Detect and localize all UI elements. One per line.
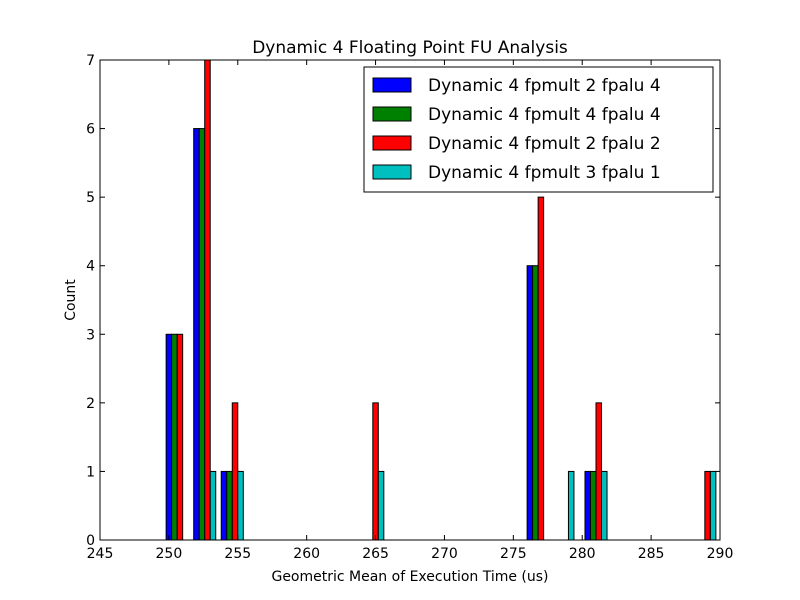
legend-swatch-1 — [372, 77, 412, 93]
plot-frame — [99, 59, 721, 541]
x-tick-label: 250 — [156, 546, 183, 562]
bar-s3-5 — [537, 196, 545, 541]
x-tick-label: 255 — [224, 546, 251, 562]
bar-s1-2 — [193, 128, 200, 541]
x-tick-label: 270 — [431, 546, 458, 562]
x-tick-label: 245 — [87, 546, 114, 562]
ticks-group: 245 250 255 260 265 270 275 280 285 290 0 1 2 3 4 5 6 7 — [86, 53, 733, 562]
bar-s2-2 — [198, 128, 206, 541]
bar-s4-1 — [209, 470, 217, 541]
bar-s1-3 — [220, 470, 228, 541]
x-tick-label: 285 — [638, 546, 665, 562]
legend-swatch-4 — [372, 164, 412, 180]
legend-label-3: Dynamic 4 fpmult 2 fpalu 2 — [428, 134, 661, 154]
bar-s3-2 — [204, 59, 211, 541]
y-axis-label: Count — [63, 279, 79, 321]
legend-label-4: Dynamic 4 fpmult 3 fpalu 1 — [428, 163, 661, 183]
bar-s4-6 — [709, 470, 717, 541]
x-axis-label: Geometric Mean of Execution Time (us) — [271, 569, 548, 585]
bar-s2-3 — [226, 470, 233, 541]
y-tick-label: 1 — [86, 464, 95, 480]
bar-s3-1 — [176, 333, 184, 541]
y-tick-label: 5 — [86, 190, 95, 206]
bar-s3-4 — [372, 402, 379, 541]
bar-s1-5 — [584, 470, 591, 541]
bar-s3-3 — [231, 402, 239, 541]
bar-s4-3 — [377, 470, 385, 541]
bar-s2-1 — [171, 333, 178, 541]
x-tick-label: 265 — [362, 546, 389, 562]
chart-title: Dynamic 4 Floating Point FU Analysis — [252, 38, 568, 58]
bar-s1-1 — [165, 333, 173, 541]
x-tick-label: 275 — [500, 546, 527, 562]
y-tick-label: 2 — [86, 396, 95, 412]
x-tick-label: 280 — [569, 546, 596, 562]
legend-label-1: Dynamic 4 fpmult 2 fpalu 4 — [428, 76, 661, 96]
y-tick-label: 6 — [86, 122, 95, 138]
x-tick-label: 260 — [293, 546, 320, 562]
legend-swatch-2 — [372, 106, 412, 122]
bar-s2-4 — [532, 265, 539, 541]
y-tick-label: 3 — [86, 327, 95, 343]
legend-swatch-3 — [372, 135, 412, 151]
bar-s2-5 — [589, 470, 597, 541]
bar-s4-5 — [601, 470, 608, 541]
y-tick-label: 4 — [86, 259, 95, 275]
legend-label-2: Dynamic 4 fpmult 4 fpalu 4 — [428, 105, 661, 125]
legend: Dynamic 4 fpmult 2 fpalu 4 Dynamic 4 fpmu… — [363, 66, 714, 193]
bar-s4-2 — [237, 470, 244, 541]
bar-s4-4 — [567, 470, 575, 541]
bar-s1-4 — [526, 265, 534, 541]
y-tick-label: 0 — [86, 533, 95, 549]
y-tick-label: 7 — [86, 53, 95, 69]
legend-box — [363, 66, 714, 193]
bar-s3-6 — [595, 402, 603, 541]
x-tick-label: 290 — [707, 546, 734, 562]
bar-s3-7 — [704, 470, 711, 541]
